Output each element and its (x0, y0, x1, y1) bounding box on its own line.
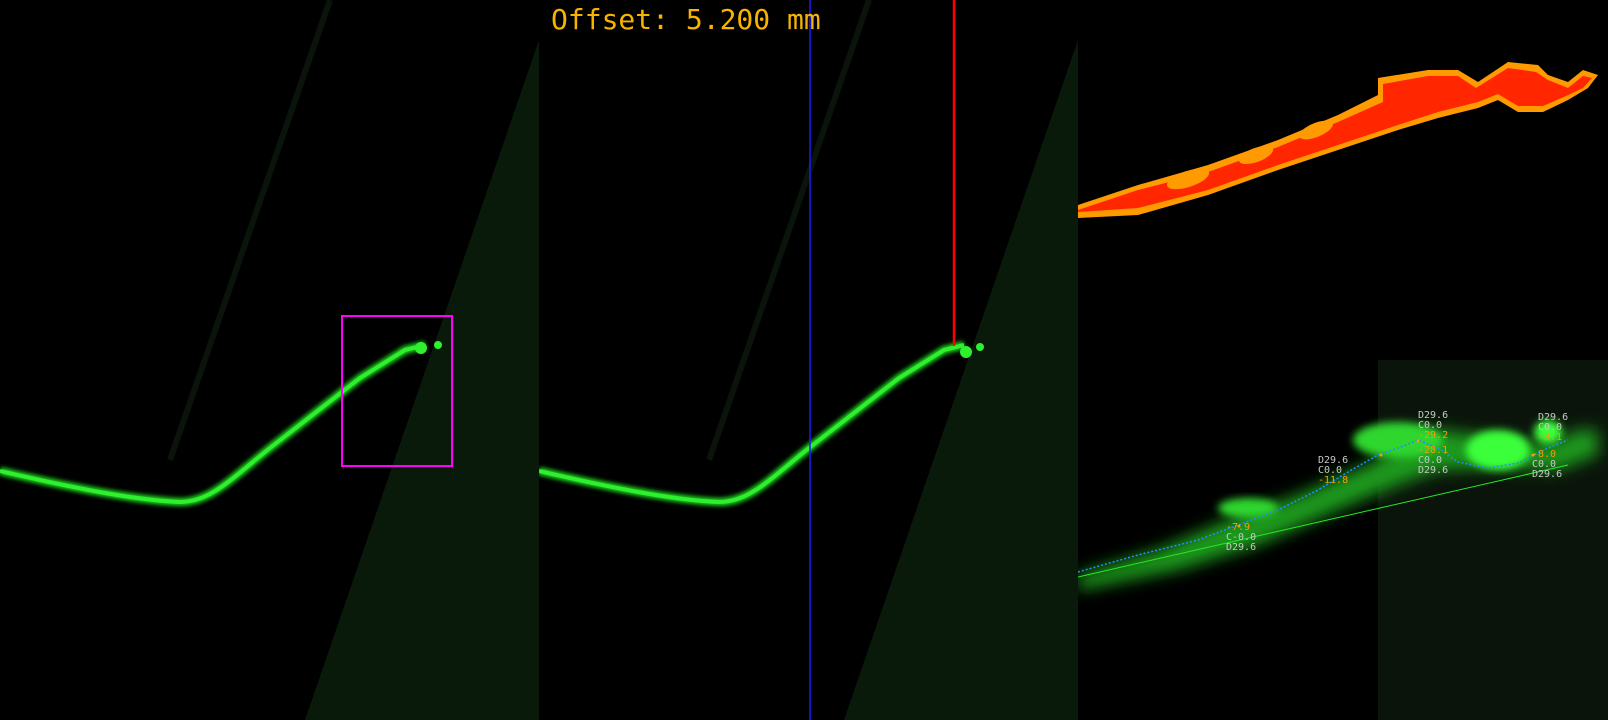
zoomed-trace (1078, 420, 1598, 590)
measurement-label: C0.0 (1418, 455, 1443, 466)
green-laser-trace (539, 341, 965, 507)
middle-image-canvas (539, 0, 1078, 720)
dotted-centerline (1078, 439, 1569, 573)
measurement-label: -28.1 (1418, 445, 1449, 456)
faint-shadow-wedge (844, 40, 1078, 720)
fit-line (1078, 464, 1569, 578)
trace-tip-blob-small (434, 341, 442, 349)
centerline-marker (1416, 439, 1420, 443)
measurement-label: -29.2 (1418, 430, 1449, 441)
measurement-label: D29.6 (1418, 410, 1449, 421)
centerline-marker (1531, 453, 1535, 457)
measurement-label: -11.8 (1318, 475, 1349, 486)
middle-image-panel (539, 0, 1078, 720)
measurement-label: D29.6 (1538, 412, 1569, 423)
green-laser-trace-core (539, 343, 965, 505)
measurement-label: D29.6 (1318, 455, 1349, 466)
faint-shadow-wedge (305, 40, 539, 720)
centerline-marker (1237, 524, 1241, 528)
right-analysis-panel: D29.6 C0.0 -11.8 D29.6 C0.0 -29.2 -28.1 … (1078, 0, 1608, 720)
measurement-label: -7.9 (1226, 522, 1251, 533)
roi-box[interactable] (341, 315, 453, 467)
faint-background-haze (1378, 360, 1608, 720)
faint-ghost-line (706, 0, 872, 461)
right-analysis-canvas (1078, 62, 1608, 720)
green-laser-trace (0, 341, 426, 507)
measurement-label: C0.0 (1318, 465, 1343, 476)
measurement-label: C0.0 (1538, 422, 1563, 433)
measurement-label: D29.6 (1532, 469, 1563, 480)
measurement-label: C0.0 (1418, 420, 1443, 431)
trace-tip-blob (415, 342, 427, 354)
faint-ghost-line (167, 0, 333, 461)
trace-tip-blob (960, 346, 972, 358)
left-image-panel (0, 0, 539, 720)
left-image-canvas (0, 0, 539, 720)
measurement-label: -8.1 (1538, 432, 1563, 443)
measurement-label: D29.6 (1226, 542, 1257, 553)
measurement-label: C0.0 (1532, 459, 1557, 470)
centerline-marker (1379, 453, 1383, 457)
green-laser-trace-core (0, 343, 426, 505)
heatmap-profile (1078, 62, 1598, 218)
offset-readout: Offset: 5.200 mm (551, 3, 821, 36)
measurement-label: -8.0 (1532, 449, 1557, 460)
trace-tip-blob-small (976, 343, 984, 351)
measurement-label: C-0.0 (1226, 532, 1257, 543)
measurement-label: D29.6 (1418, 465, 1449, 476)
